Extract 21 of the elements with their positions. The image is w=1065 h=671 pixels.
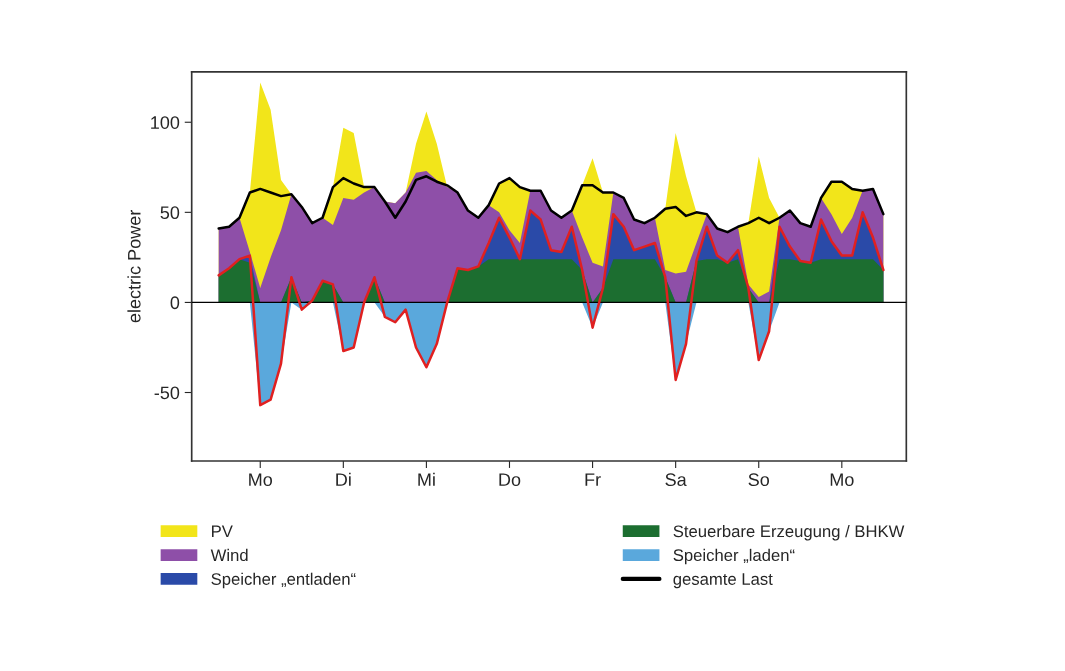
x-tick-label: Mo — [249, 473, 273, 487]
y-tick-label: 100 — [151, 116, 180, 129]
legend-label: gesamte Last — [673, 573, 773, 589]
x-tick-label: Do — [499, 473, 521, 487]
y-axis-title: electric Power — [127, 209, 141, 323]
y-tick-label: 50 — [160, 206, 180, 220]
x-tick-label: Mo — [830, 473, 854, 487]
legend-label: Speicher „laden“ — [673, 548, 795, 565]
x-tick-label: So — [748, 473, 770, 487]
legend-label: Speicher „entladen“ — [211, 572, 356, 589]
legend-label: PV — [212, 525, 233, 538]
x-tick-label: Di — [336, 472, 351, 486]
y-tick-label: 0 — [170, 296, 180, 310]
line-series — [217, 209, 885, 407]
y-tick-label: -50 — [154, 386, 180, 400]
legend-label: Steuerbare Erzeugung / BHKW — [673, 524, 905, 541]
line-series — [217, 175, 885, 234]
x-tick-label: Sa — [665, 473, 687, 487]
legend-label: Wind — [210, 548, 248, 562]
x-tick-label: Mi — [418, 472, 435, 486]
x-tick-label: Fr — [585, 473, 601, 486]
